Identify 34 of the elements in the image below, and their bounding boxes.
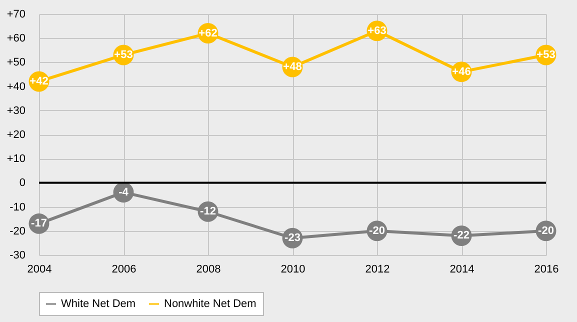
y-tick-label: -20 bbox=[10, 225, 26, 238]
x-tick-label: 2010 bbox=[280, 264, 306, 276]
data-label: -20 bbox=[369, 224, 385, 237]
x-tick-label: 2012 bbox=[365, 264, 390, 276]
data-label: +48 bbox=[283, 61, 302, 74]
y-tick-label: -30 bbox=[10, 250, 26, 262]
data-label: -20 bbox=[538, 224, 554, 237]
data-label: -4 bbox=[118, 186, 130, 198]
x-tick-label: 2014 bbox=[450, 264, 474, 276]
y-tick-label: +70 bbox=[6, 8, 26, 20]
y-tick-label: +30 bbox=[6, 104, 26, 117]
legend-label: Nonwhite Net Dem bbox=[164, 298, 256, 310]
x-tick-label: 2006 bbox=[112, 264, 136, 276]
data-label: +63 bbox=[368, 24, 386, 37]
y-tick-label: +20 bbox=[6, 129, 26, 141]
y-tick-label: +10 bbox=[6, 153, 26, 166]
x-tick-label: 2004 bbox=[27, 264, 52, 276]
y-tick-label: -10 bbox=[10, 201, 26, 214]
data-label: +53 bbox=[114, 48, 133, 61]
y-tick-label: +50 bbox=[6, 56, 26, 69]
y-tick-label: +40 bbox=[6, 80, 26, 93]
data-label: -23 bbox=[284, 232, 300, 244]
legend-label: White Net Dem bbox=[61, 298, 136, 310]
data-label: +53 bbox=[536, 48, 556, 61]
data-label: +42 bbox=[30, 75, 48, 88]
y-tick-label: +60 bbox=[6, 32, 26, 45]
data-label: -12 bbox=[200, 206, 216, 218]
y-tick-label: 0 bbox=[19, 177, 26, 190]
x-tick-label: 2016 bbox=[534, 264, 559, 276]
data-label: +46 bbox=[452, 66, 471, 78]
x-tick-label: 2008 bbox=[196, 264, 221, 276]
data-label: -17 bbox=[31, 218, 47, 230]
data-label: +62 bbox=[198, 27, 218, 40]
data-label: -22 bbox=[454, 230, 470, 242]
